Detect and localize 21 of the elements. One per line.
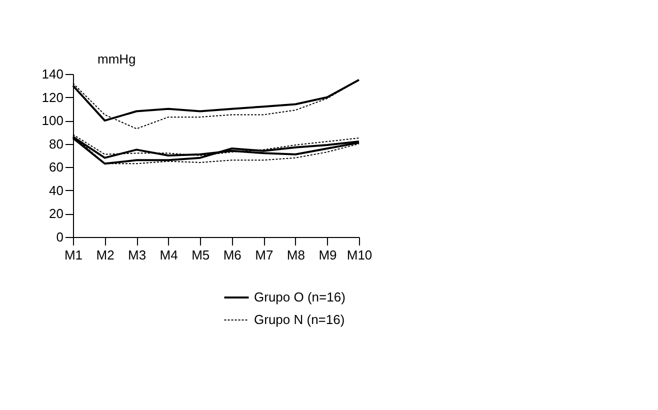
x-tick-label: M4 [160,248,178,262]
y-tick-label: 80 [49,136,64,152]
y-tick-label: 20 [49,206,64,222]
y-tick-label: 60 [49,160,64,175]
legend-label: Grupo N (n=16) [254,312,345,327]
x-tick-label: M7 [255,248,274,262]
y-tick-label: 140 [42,66,64,82]
x-tick-label: M10 [346,248,372,262]
y-tick-label: 0 [56,230,64,244]
y-tick-label: 100 [42,113,64,128]
x-tick-label: M8 [286,248,305,262]
x-tick-label: M5 [192,248,210,262]
x-tick-label: M2 [96,248,114,262]
x-tick-label: M3 [128,248,146,262]
y-tick-label: 40 [49,182,64,198]
y-axis-title: mmHg [98,52,136,66]
x-tick-label: M6 [223,248,242,262]
legend-label: Grupo O (n=16) [254,290,346,304]
x-tick-label: M9 [318,248,337,262]
x-tick-label: M1 [64,248,83,262]
y-tick-label: 120 [42,90,64,105]
